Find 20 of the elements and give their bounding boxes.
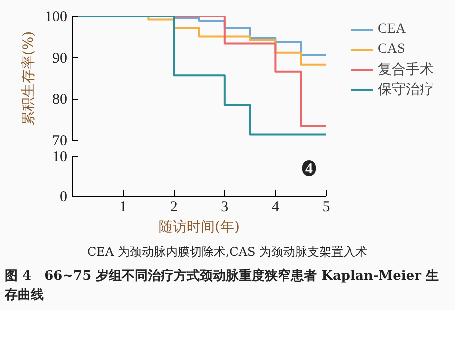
x-tick-label: 1 bbox=[120, 200, 128, 216]
y-tick-label: 80 bbox=[52, 92, 68, 108]
y-tick-label: 100 bbox=[45, 10, 68, 26]
annotation: 4 bbox=[306, 162, 314, 178]
x-axis-title: 随访时间(年) bbox=[159, 220, 240, 236]
x-tick-label: 2 bbox=[170, 200, 178, 216]
x-tick-label: 4 bbox=[272, 200, 280, 216]
y-axis-title: 累积生存率(%) bbox=[21, 31, 37, 126]
y-tick-label: 10 bbox=[52, 150, 68, 166]
caption: 图 4 66~75 岁组不同治疗方式颈动脉重度狭窄患者 Kaplan-Meier 生存曲线 bbox=[5, 268, 440, 305]
x-tick-label: 3 bbox=[221, 200, 229, 216]
legend-label: CEA bbox=[378, 21, 406, 39]
text: CEA 为颈动脉内膜切除术,CAS 为颈动脉支架置入术 bbox=[87, 244, 368, 261]
legend-label: CAS bbox=[378, 41, 406, 59]
x-tick-label: 5 bbox=[322, 200, 330, 216]
legend-label: 复合手术 bbox=[378, 61, 434, 79]
legend-label: 保守治疗 bbox=[378, 81, 434, 99]
y-tick-label: 90 bbox=[52, 50, 68, 67]
y-tick-label: 70 bbox=[52, 134, 68, 150]
y-tick-label: 0 bbox=[60, 190, 68, 206]
